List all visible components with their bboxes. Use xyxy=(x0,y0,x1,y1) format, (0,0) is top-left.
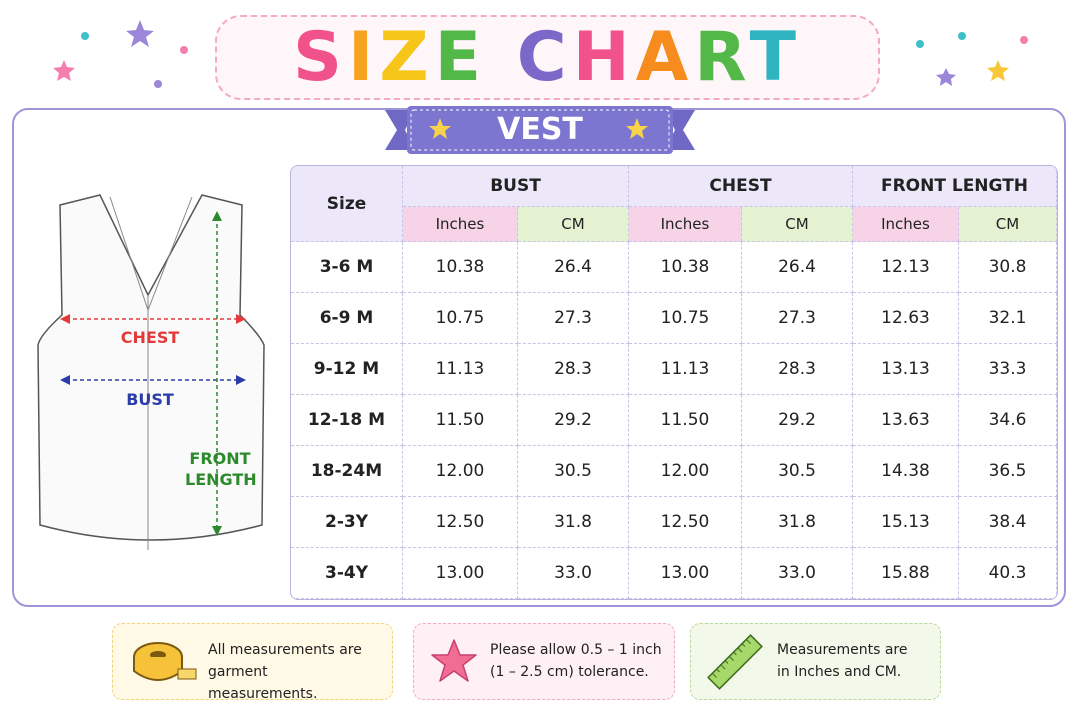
cell: 15.88 xyxy=(853,548,959,599)
group-header: FRONT LENGTH xyxy=(853,166,1057,207)
table-row: 2-3Y 12.50 31.8 12.50 31.8 15.13 38.4 xyxy=(291,497,1057,548)
cell: 34.6 xyxy=(959,395,1057,446)
cell: 10.38 xyxy=(629,242,742,293)
cell: 33.3 xyxy=(959,344,1057,395)
cell: 12.50 xyxy=(629,497,742,548)
cell: 12.50 xyxy=(403,497,518,548)
cell: 13.13 xyxy=(853,344,959,395)
table-row: 12-18 M 11.50 29.2 11.50 29.2 13.63 34.6 xyxy=(291,395,1057,446)
unit-header: CM xyxy=(959,207,1057,242)
cell: 28.3 xyxy=(742,344,853,395)
unit-header: Inches xyxy=(629,207,742,242)
cell: 11.13 xyxy=(629,344,742,395)
cell: 12.63 xyxy=(853,293,959,344)
cell: 13.00 xyxy=(629,548,742,599)
bust-label: BUST xyxy=(126,390,174,409)
note-text: Measurements are in Inches and CM. xyxy=(777,642,908,680)
table-row: 6-9 M 10.75 27.3 10.75 27.3 12.63 32.1 xyxy=(291,293,1057,344)
cell: 28.3 xyxy=(518,344,629,395)
table-row: 9-12 M 11.13 28.3 11.13 28.3 13.13 33.3 xyxy=(291,344,1057,395)
title: SIZE CHART xyxy=(293,18,802,97)
ruler-icon xyxy=(707,634,763,690)
chest-label: CHEST xyxy=(120,328,180,347)
size-cell: 6-9 M xyxy=(291,293,403,344)
cell: 14.38 xyxy=(853,446,959,497)
table-row: 18-24M 12.00 30.5 12.00 30.5 14.38 36.5 xyxy=(291,446,1057,497)
cell: 31.8 xyxy=(742,497,853,548)
size-cell: 9-12 M xyxy=(291,344,403,395)
cell: 13.63 xyxy=(853,395,959,446)
size-cell: 12-18 M xyxy=(291,395,403,446)
cell: 12.13 xyxy=(853,242,959,293)
ribbon xyxy=(385,106,695,154)
cell: 32.1 xyxy=(959,293,1057,344)
cell: 10.75 xyxy=(403,293,518,344)
cell: 33.0 xyxy=(518,548,629,599)
unit-header: Inches xyxy=(853,207,959,242)
unit-header: CM xyxy=(742,207,853,242)
cell: 29.2 xyxy=(742,395,853,446)
cell: 26.4 xyxy=(742,242,853,293)
cell: 30.5 xyxy=(742,446,853,497)
subtitle: VEST xyxy=(497,112,583,147)
cell: 36.5 xyxy=(959,446,1057,497)
cell: 30.5 xyxy=(518,446,629,497)
note-text: Please allow 0.5 – 1 inch (1 – 2.5 cm) t… xyxy=(490,642,662,680)
size-cell: 3-4Y xyxy=(291,548,403,599)
group-header: CHEST xyxy=(629,166,853,207)
cell: 30.8 xyxy=(959,242,1057,293)
title-banner xyxy=(215,15,880,100)
size-table: Size BUST CHEST FRONT LENGTH Inches CM Inches C… xyxy=(290,165,1058,600)
cell: 10.75 xyxy=(629,293,742,344)
cell: 27.3 xyxy=(518,293,629,344)
cell: 26.4 xyxy=(518,242,629,293)
cell: 38.4 xyxy=(959,497,1057,548)
cell: 11.13 xyxy=(403,344,518,395)
cell: 11.50 xyxy=(403,395,518,446)
tape-icon xyxy=(133,642,197,681)
unit-header: Inches xyxy=(403,207,518,242)
star-icon xyxy=(431,639,477,682)
cell: 12.00 xyxy=(629,446,742,497)
cell: 29.2 xyxy=(518,395,629,446)
cell: 10.38 xyxy=(403,242,518,293)
cell: 33.0 xyxy=(742,548,853,599)
cell: 40.3 xyxy=(959,548,1057,599)
table-row: 3-6 M 10.38 26.4 10.38 26.4 12.13 30.8 xyxy=(291,242,1057,293)
table-row: 3-4Y 13.00 33.0 13.00 33.0 15.88 40.3 xyxy=(291,548,1057,599)
unit-header: CM xyxy=(518,207,629,242)
front-length-label: FRONT LENGTH xyxy=(185,449,257,489)
size-cell: 3-6 M xyxy=(291,242,403,293)
cell: 27.3 xyxy=(742,293,853,344)
cell: 13.00 xyxy=(403,548,518,599)
group-header: BUST xyxy=(403,166,629,207)
cell: 11.50 xyxy=(629,395,742,446)
size-cell: 18-24M xyxy=(291,446,403,497)
size-header: Size xyxy=(291,166,403,242)
cell: 12.00 xyxy=(403,446,518,497)
note-text: All measurements are garment measurement… xyxy=(208,642,362,702)
cell: 15.13 xyxy=(853,497,959,548)
vest-diagram xyxy=(37,194,265,550)
size-cell: 2-3Y xyxy=(291,497,403,548)
cell: 31.8 xyxy=(518,497,629,548)
